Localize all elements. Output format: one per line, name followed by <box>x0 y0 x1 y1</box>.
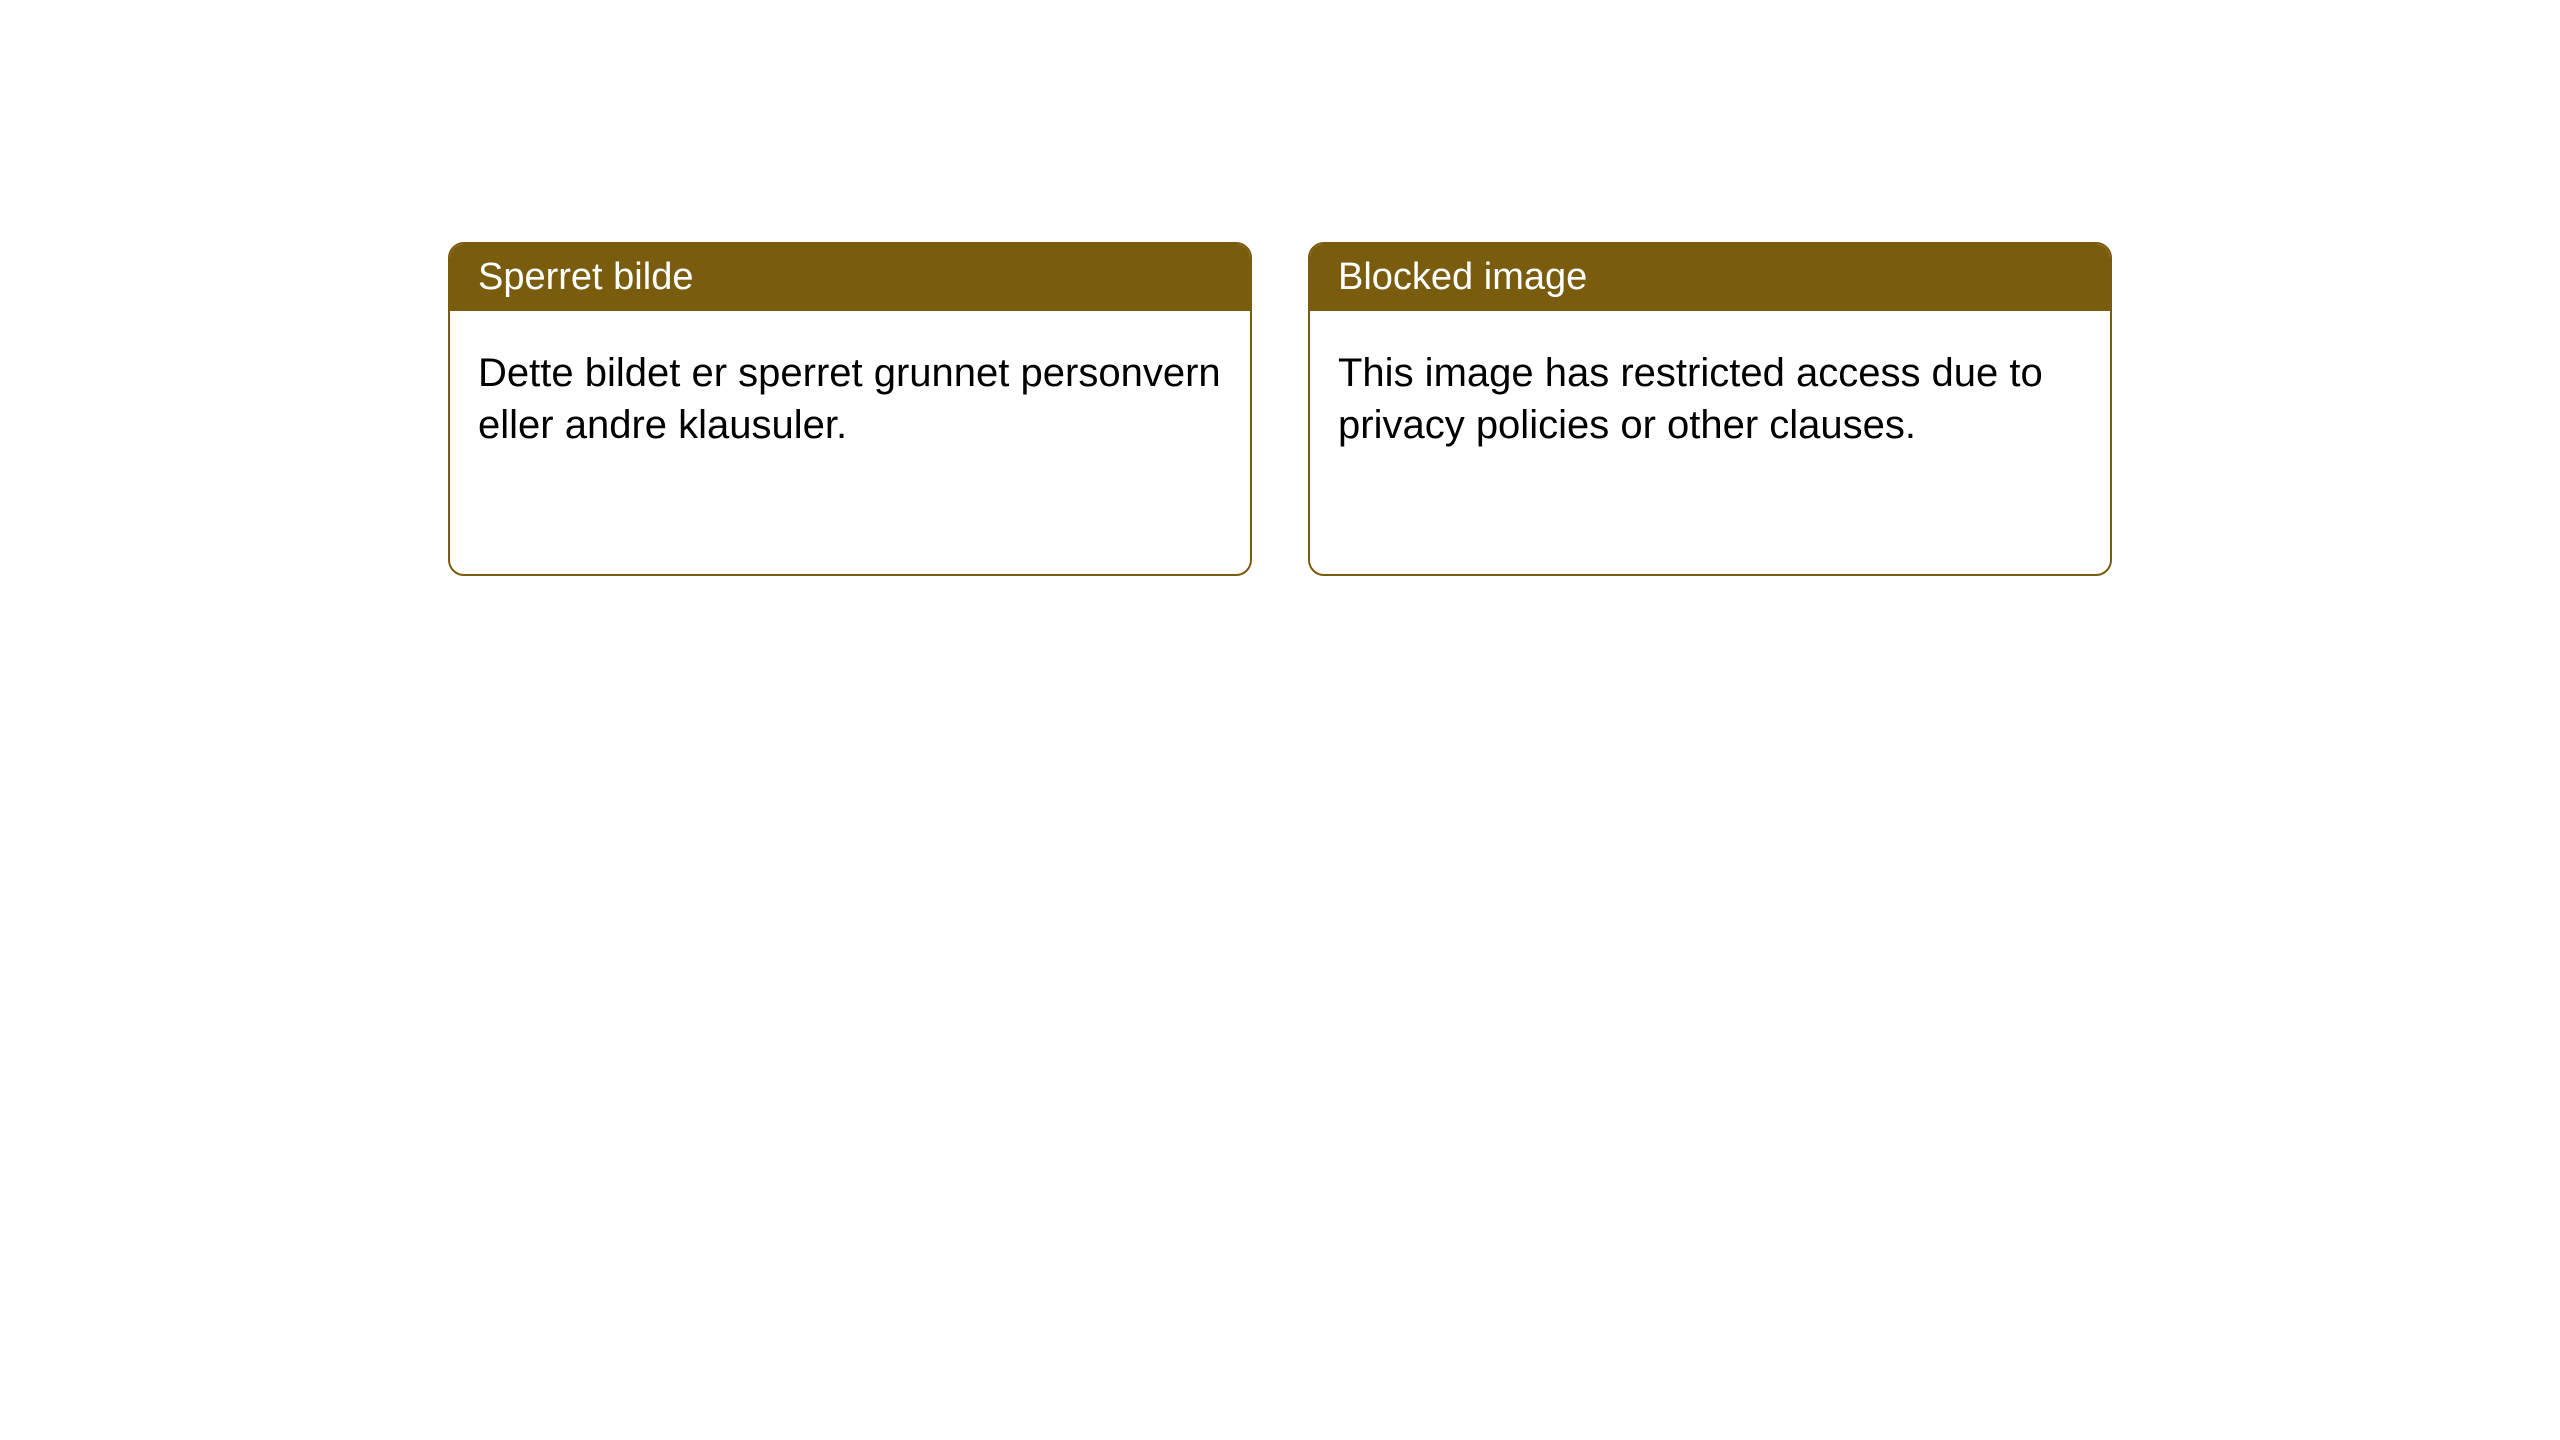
notice-text-english: This image has restricted access due to … <box>1338 351 2043 447</box>
notice-header-english: Blocked image <box>1310 244 2110 311</box>
notice-box-norwegian: Sperret bilde Dette bildet er sperret gr… <box>448 242 1252 576</box>
notice-header-norwegian: Sperret bilde <box>450 244 1250 311</box>
notice-title-english: Blocked image <box>1338 256 1587 298</box>
notice-text-norwegian: Dette bildet er sperret grunnet personve… <box>478 351 1221 447</box>
notice-body-norwegian: Dette bildet er sperret grunnet personve… <box>450 311 1250 487</box>
notice-body-english: This image has restricted access due to … <box>1310 311 2110 487</box>
notice-title-norwegian: Sperret bilde <box>478 256 693 298</box>
notice-box-english: Blocked image This image has restricted … <box>1308 242 2112 576</box>
notice-container: Sperret bilde Dette bildet er sperret gr… <box>448 242 2112 576</box>
